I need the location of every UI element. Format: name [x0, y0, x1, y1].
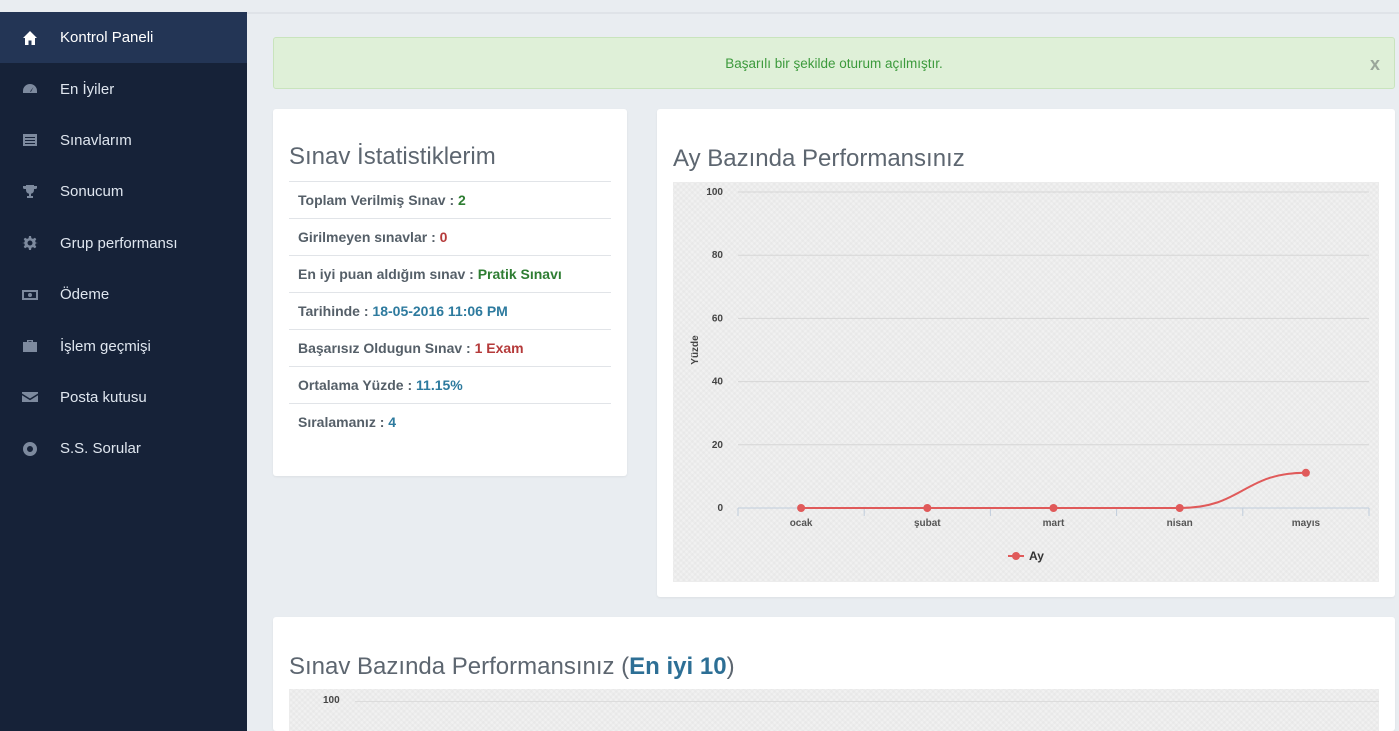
sidebar-item-ss-sorular[interactable]: S.S. Sorular [0, 423, 247, 474]
legend-label: Ay [1029, 549, 1044, 563]
sidebar-item-label: Posta kutusu [60, 388, 147, 406]
y-tick-label: 80 [712, 250, 724, 261]
stats-row: Girilmeyen sınavlar : 0 [289, 218, 611, 255]
top-divider [247, 12, 1399, 14]
y-tick-label: 60 [712, 313, 724, 324]
monthly-chart-svg: 0 20 40 60 80 100 ocak şubat mart nisan mayıs Yüzde… [690, 187, 1370, 563]
monthly-performance-panel: Ay Bazında Performansınız 0 20 40 60 80 100 oc… [657, 109, 1395, 597]
exam-performance-panel: Sınav Bazında Performansınız (En iyi 10)… [273, 617, 1395, 731]
sidebar-item-kontrol-paneli[interactable]: Kontrol Paneli [0, 12, 247, 64]
stats-row: Toplam Verilmiş Sınav : 2 [289, 181, 611, 218]
stats-row: Tarihinde : 18-05-2016 11:06 PM [289, 292, 611, 329]
data-point [923, 504, 932, 512]
dashboard-icon [0, 81, 60, 97]
x-tick-label: mayıs [1292, 518, 1321, 529]
best-10-highlight: En iyi 10 [629, 653, 727, 680]
sidebar-item-label: İşlem geçmişi [60, 337, 151, 355]
stats-row: Sıralamanız : 4 [289, 403, 611, 440]
y-tick-label: 40 [712, 377, 724, 388]
monthly-chart: 0 20 40 60 80 100 ocak şubat mart nisan mayıs Yüzde… [673, 182, 1379, 582]
panel-title: Sınav Bazında Performansınız (En iyi 10) [289, 653, 735, 680]
y-axis-label: Yüzde [690, 335, 701, 365]
sidebar-item-sinavlarim[interactable]: Sınavlarım [0, 115, 247, 166]
sidebar-item-grup-performansi[interactable]: Grup performansı [0, 218, 247, 269]
home-icon [0, 30, 60, 46]
sidebar: Kontrol Paneli En İyiler Sınavlarım Sonu… [0, 12, 247, 731]
exam-chart: 100 [289, 689, 1379, 731]
stats-row: Başarısız Oldugun Sınav : 1 Exam [289, 329, 611, 366]
list-icon [0, 132, 60, 148]
data-point [797, 504, 806, 512]
sidebar-item-label: Sonucum [60, 183, 124, 201]
data-point [1175, 504, 1184, 512]
y-tick-label: 20 [712, 440, 724, 451]
sidebar-item-label: Sınavlarım [60, 131, 132, 149]
success-alert: Başarılı bir şekilde oturum açılmıştır. … [273, 37, 1395, 89]
data-point [1301, 468, 1310, 477]
data-point [1049, 504, 1058, 512]
alert-message: Başarılı bir şekilde oturum açılmıştır. [725, 56, 943, 71]
y-tick-label: 100 [706, 187, 723, 198]
close-alert-button[interactable]: x [1369, 54, 1380, 74]
money-icon [0, 287, 60, 303]
sidebar-item-label: S.S. Sorular [60, 440, 141, 458]
series-line-ay [801, 471, 1306, 510]
stats-row: En iyi puan aldığım sınav : Pratik Sınav… [289, 255, 611, 292]
sidebar-item-label: Kontrol Paneli [60, 29, 154, 47]
envelope-icon [0, 389, 60, 405]
sidebar-item-label: Grup performansı [60, 234, 178, 252]
y-tick-label: 0 [717, 503, 723, 514]
sidebar-item-posta-kutusu[interactable]: Posta kutusu [0, 372, 247, 423]
sidebar-item-label: En İyiler [60, 80, 115, 98]
stats-list: Toplam Verilmiş Sınav : 2 Girilmeyen sın… [289, 181, 611, 440]
x-tick-label: şubat [914, 518, 941, 529]
lifebuoy-icon [0, 441, 60, 457]
trophy-icon [0, 184, 60, 200]
y-tick-label: 100 [323, 695, 340, 706]
exam-stats-panel: Sınav İstatistiklerim Toplam Verilmiş Sı… [273, 109, 627, 476]
sidebar-item-odeme[interactable]: Ödeme [0, 269, 247, 320]
legend-marker [1012, 552, 1020, 560]
x-tick-label: ocak [790, 518, 813, 529]
x-tick-label: mart [1043, 518, 1065, 529]
x-tick-label: nisan [1167, 518, 1193, 529]
sidebar-item-label: Ödeme [60, 286, 110, 304]
sidebar-item-sonucum[interactable]: Sonucum [0, 166, 247, 217]
gear-icon [0, 235, 60, 251]
stats-row: Ortalama Yüzde : 11.15% [289, 366, 611, 403]
briefcase-icon [0, 338, 60, 354]
panel-title: Ay Bazında Performansınız [673, 145, 965, 172]
gridline [355, 701, 1379, 702]
panel-title: Sınav İstatistiklerim [289, 143, 496, 170]
sidebar-item-islem-gecmisi[interactable]: İşlem geçmişi [0, 320, 247, 371]
sidebar-item-en-iyiler[interactable]: En İyiler [0, 63, 247, 114]
